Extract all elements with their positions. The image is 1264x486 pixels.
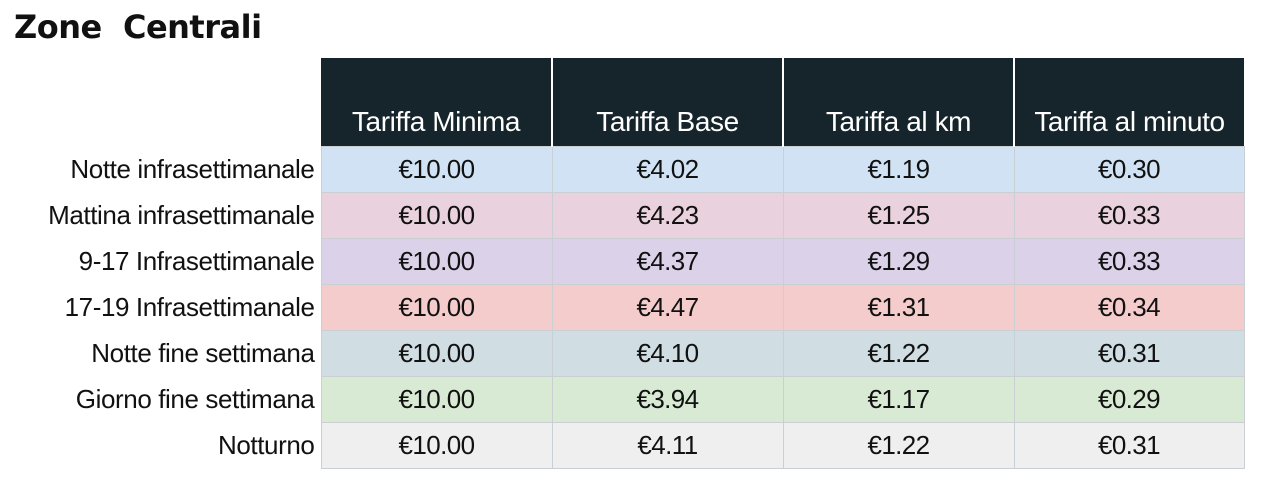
column-header-tariffa-al-km: Tariffa al km (782, 58, 1014, 147)
table-row: Notturno €10.00 €4.11 €1.22 €0.31 (0, 422, 1245, 469)
column-header-tariffa-base: Tariffa Base (551, 58, 783, 147)
table-row: Notte fine settimana €10.00 €4.10 €1.22 … (0, 330, 1245, 377)
table-cell: €1.22 (782, 330, 1015, 377)
table-corner (0, 58, 321, 147)
row-label: 9-17 Infrasettimanale (0, 238, 321, 285)
table-cell: €10.00 (320, 422, 553, 469)
table-cell: €10.00 (320, 330, 553, 377)
table-row: 9-17 Infrasettimanale €10.00 €4.37 €1.29… (0, 238, 1245, 285)
table-row: Giorno fine settimana €10.00 €3.94 €1.17… (0, 376, 1245, 423)
table-cell: €1.19 (782, 146, 1015, 193)
table-cell: €10.00 (320, 146, 553, 193)
table-cell: €0.29 (1013, 376, 1245, 423)
table-row: Notte infrasettimanale €10.00 €4.02 €1.1… (0, 146, 1245, 193)
table-cell: €4.11 (551, 422, 784, 469)
table-row: Mattina infrasettimanale €10.00 €4.23 €1… (0, 192, 1245, 239)
table-cell: €0.34 (1013, 284, 1245, 331)
table-cell: €0.31 (1013, 422, 1245, 469)
row-label: Giorno fine settimana (0, 376, 321, 423)
table-cell: €4.02 (551, 146, 784, 193)
column-header-tariffa-minima: Tariffa Minima (321, 58, 552, 147)
table-cell: €0.31 (1013, 330, 1245, 377)
table-cell: €4.47 (551, 284, 784, 331)
table-cell: €0.33 (1013, 238, 1245, 285)
table-header-row: Tariffa Minima Tariffa Base Tariffa al k… (0, 58, 1244, 147)
row-label: 17-19 Infrasettimanale (0, 284, 321, 331)
table-cell: €10.00 (320, 376, 553, 423)
table-cell: €10.00 (320, 238, 553, 285)
row-label: Notte infrasettimanale (0, 146, 321, 193)
table-cell: €3.94 (551, 376, 784, 423)
table-cell: €10.00 (320, 192, 553, 239)
table-cell: €1.17 (782, 376, 1015, 423)
table-cell: €1.22 (782, 422, 1015, 469)
row-label: Notte fine settimana (0, 330, 321, 377)
column-header-tariffa-al-minuto: Tariffa al minuto (1013, 58, 1244, 147)
rates-table: Tariffa Minima Tariffa Base Tariffa al k… (0, 58, 1245, 469)
page-title: Zone Centrali (14, 8, 262, 46)
table-cell: €1.25 (782, 192, 1015, 239)
table-cell: €0.33 (1013, 192, 1245, 239)
table-cell: €10.00 (320, 284, 553, 331)
row-label: Notturno (0, 422, 321, 469)
table-row: 17-19 Infrasettimanale €10.00 €4.47 €1.3… (0, 284, 1245, 331)
table-cell: €4.23 (551, 192, 784, 239)
table-cell: €4.37 (551, 238, 784, 285)
table-cell: €1.31 (782, 284, 1015, 331)
table-cell: €0.30 (1013, 146, 1245, 193)
row-label: Mattina infrasettimanale (0, 192, 321, 239)
table-cell: €1.29 (782, 238, 1015, 285)
table-cell: €4.10 (551, 330, 784, 377)
